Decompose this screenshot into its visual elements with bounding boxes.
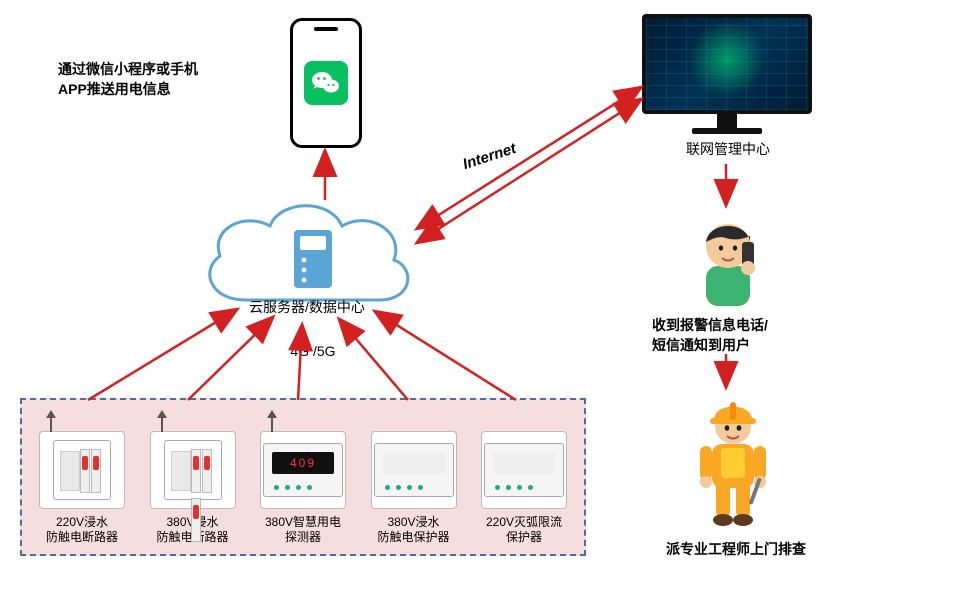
- alarm-l1: 收到报警信息电话/: [652, 317, 768, 333]
- device-label: 380V智慧用电探测器: [265, 515, 341, 546]
- alarm-text: 收到报警信息电话/ 短信通知到用户: [652, 316, 822, 355]
- antenna-icon: [50, 414, 52, 432]
- user-on-phone: [688, 208, 768, 308]
- push-info-l1: 通过微信小程序或手机: [58, 61, 198, 77]
- device-label: 380V浸水防触电保护器: [377, 515, 449, 546]
- wechat-icon: [304, 61, 348, 105]
- alarm-l2: 短信通知到用户: [652, 337, 750, 353]
- mgmt-center-label: 联网管理中心: [678, 140, 778, 160]
- device-box: [371, 431, 457, 509]
- net-4g5g-label: 4G /5G: [278, 342, 348, 362]
- phone-device: [290, 18, 362, 148]
- device-label: 220V浸水防触电断路器: [46, 515, 118, 546]
- device-box: [39, 431, 125, 509]
- antenna-icon: [271, 414, 273, 432]
- push-info-l2: APP推送用电信息: [58, 81, 171, 97]
- device-3: 409 380V智慧用电探测器: [253, 431, 353, 546]
- device-label: 220V灭弧限流保护器: [486, 515, 562, 546]
- arrow-dev3-to-cloud: [298, 326, 302, 400]
- cloud-label: 云服务器/数据中心: [232, 298, 382, 318]
- antenna-icon: [161, 414, 163, 432]
- push-info-text: 通过微信小程序或手机 APP推送用电信息: [58, 60, 258, 99]
- device-box: 409: [260, 431, 346, 509]
- device-4: 380V浸水防触电保护器: [364, 431, 464, 546]
- internet-label: Internet: [461, 140, 519, 173]
- monitor-device: [642, 14, 812, 134]
- arrow-cloud-to-monitor-1: [418, 88, 640, 228]
- arrow-cloud-to-monitor-2: [418, 100, 640, 242]
- arrow-dev2-to-cloud: [188, 318, 272, 400]
- device-5: 220V灭弧限流保护器: [474, 431, 574, 546]
- monitor-screen: [642, 14, 812, 114]
- engineer-icon: [688, 388, 778, 528]
- device-1: 220V浸水防触电断路器: [32, 431, 132, 546]
- arrow-dev4-to-cloud: [340, 320, 408, 400]
- engineer-dispatch-label: 派专业工程师上门排查: [636, 540, 836, 560]
- device-2: 380V浸水防触电断路器: [143, 431, 243, 546]
- device-box: [481, 431, 567, 509]
- device-box: [150, 431, 236, 509]
- devices-panel: 220V浸水防触电断路器 380V浸水防触电断路器409 380V智慧用电探测器 38…: [20, 398, 586, 556]
